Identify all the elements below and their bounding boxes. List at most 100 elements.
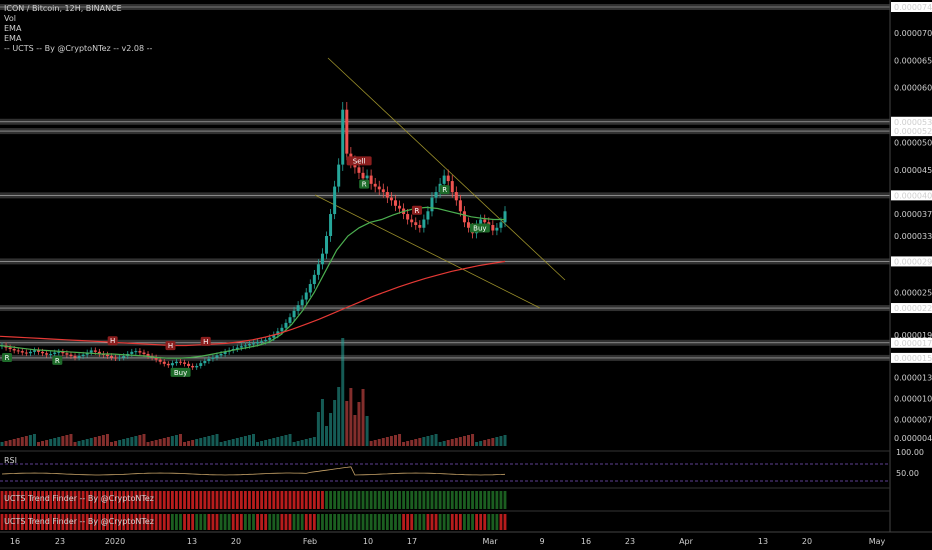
price-level-tag bbox=[891, 303, 932, 314]
volume-bar bbox=[69, 434, 73, 446]
rsi-label[interactable]: RSI bbox=[4, 456, 17, 465]
trend2-bar bbox=[317, 514, 320, 530]
price-tick-label: 0.00002280 bbox=[894, 304, 932, 313]
volume-bar bbox=[105, 434, 109, 446]
trend2-bar bbox=[97, 514, 101, 530]
candle-body bbox=[187, 363, 191, 366]
trend2-bar bbox=[199, 514, 203, 530]
trend-finder-panes bbox=[0, 487, 890, 530]
trend1-bar bbox=[57, 491, 61, 509]
volume-bar bbox=[483, 440, 487, 446]
trend1-bar bbox=[138, 491, 142, 509]
trend1-bar bbox=[450, 491, 454, 509]
trend2-bar bbox=[377, 514, 381, 530]
trend2-bar bbox=[45, 514, 49, 530]
time-tick-label: 20 bbox=[802, 537, 812, 546]
trend1-bar bbox=[288, 491, 292, 509]
volume-bar bbox=[187, 441, 191, 446]
time-tick-label: Apr bbox=[679, 537, 694, 546]
trend2-bar bbox=[333, 514, 337, 530]
indicator-ema-2[interactable]: EMA bbox=[4, 34, 22, 43]
trend1-bar bbox=[110, 491, 113, 509]
chart-legend: ICON / Bitcoin, 12H, BINANCE Vol EMA EMA… bbox=[4, 4, 152, 54]
candle-body bbox=[337, 164, 341, 187]
candle-body bbox=[381, 189, 385, 193]
indicator-ema-1[interactable]: EMA bbox=[4, 24, 22, 33]
trend1-bar bbox=[308, 491, 312, 509]
trend2-bar bbox=[430, 514, 434, 530]
trend1-bar bbox=[256, 491, 259, 509]
candle-body bbox=[256, 341, 260, 344]
candle-body bbox=[483, 219, 487, 223]
volume-bar bbox=[264, 440, 268, 446]
trend2-bar bbox=[114, 514, 117, 530]
volume-bar bbox=[320, 399, 324, 446]
trend1-bar bbox=[106, 491, 109, 509]
trend-finder-1-label[interactable]: UCTS Trend Finder -- By @CryptoNTez bbox=[4, 494, 154, 503]
indicator-vol[interactable]: Vol bbox=[4, 14, 16, 23]
trend1-bar bbox=[28, 491, 32, 509]
trend2-bar bbox=[41, 514, 44, 530]
volume-bar bbox=[487, 439, 491, 446]
trend2-bar bbox=[195, 514, 199, 530]
time-tick-label: 2020 bbox=[105, 537, 125, 546]
volume-bar bbox=[211, 435, 215, 446]
volume-bar bbox=[89, 438, 93, 446]
candle-body bbox=[37, 350, 41, 352]
candle-body bbox=[12, 349, 16, 351]
trend1-bar bbox=[406, 491, 410, 509]
price-axis[interactable]: 0.00007470 0.00007000 0.00006500 0.00006000… bbox=[889, 0, 932, 532]
signal-label: R bbox=[55, 357, 60, 365]
trend1-bar bbox=[130, 491, 134, 509]
trend1-bar bbox=[268, 491, 272, 509]
trend-finder-2-label[interactable]: UCTS Trend Finder -- By @CryptoNTez bbox=[4, 517, 154, 526]
indicator-ucts[interactable]: -- UCTS -- By @CryptoNTez -- v2.08 -- bbox=[4, 44, 153, 53]
candle-body bbox=[239, 346, 243, 348]
candle-body bbox=[300, 299, 304, 306]
trend2-bar bbox=[284, 514, 288, 530]
trend1-bar bbox=[219, 491, 223, 509]
trend1-bar bbox=[487, 491, 491, 509]
trend1-bar bbox=[438, 491, 442, 509]
trend1-bar bbox=[126, 491, 130, 509]
candle-body bbox=[325, 236, 329, 254]
volume-bar bbox=[4, 441, 8, 446]
volume-bar bbox=[178, 434, 182, 446]
trend2-bar bbox=[394, 514, 397, 530]
time-axis[interactable]: 16 23 2020 13 20 Feb 10 17 Mar 9 16 23 Apr 13 20 May bbox=[0, 531, 932, 546]
symbol-title[interactable]: ICON / Bitcoin, 12H, BINANCE bbox=[4, 4, 122, 13]
trend2-bar bbox=[203, 514, 207, 530]
volume-bar bbox=[49, 439, 53, 446]
trend2-bar bbox=[146, 514, 150, 530]
trend2-bar bbox=[434, 514, 438, 530]
volume-bar bbox=[146, 442, 150, 446]
volume-bar bbox=[28, 435, 32, 446]
trend1-bar bbox=[491, 491, 495, 509]
candle-body bbox=[418, 225, 422, 228]
volume-bar bbox=[215, 434, 219, 446]
signal-badge bbox=[346, 156, 372, 166]
trend1-bar bbox=[503, 491, 507, 509]
volume-bar bbox=[118, 440, 122, 446]
trend1-bar bbox=[471, 491, 474, 509]
trend1-bar bbox=[365, 491, 369, 509]
trend1-bar bbox=[16, 491, 20, 509]
trend2-bar bbox=[369, 514, 373, 530]
volume-bar bbox=[475, 442, 479, 446]
trend1-bar bbox=[191, 491, 195, 509]
candle-body bbox=[215, 355, 219, 358]
trend1-bar bbox=[61, 491, 65, 509]
volume-bar bbox=[280, 436, 284, 446]
volume-bar bbox=[73, 442, 77, 446]
trend1-bar bbox=[162, 491, 166, 509]
trend1-bar bbox=[463, 491, 466, 509]
trend2-bar bbox=[4, 514, 8, 530]
price-tick-label: 0.00006500 bbox=[894, 56, 932, 65]
volume-bar bbox=[174, 435, 178, 446]
candle-body bbox=[316, 264, 320, 275]
candle-body bbox=[203, 361, 207, 364]
trend2-bar bbox=[16, 514, 20, 530]
trend2-bar bbox=[483, 514, 487, 530]
candle-body bbox=[8, 347, 12, 350]
